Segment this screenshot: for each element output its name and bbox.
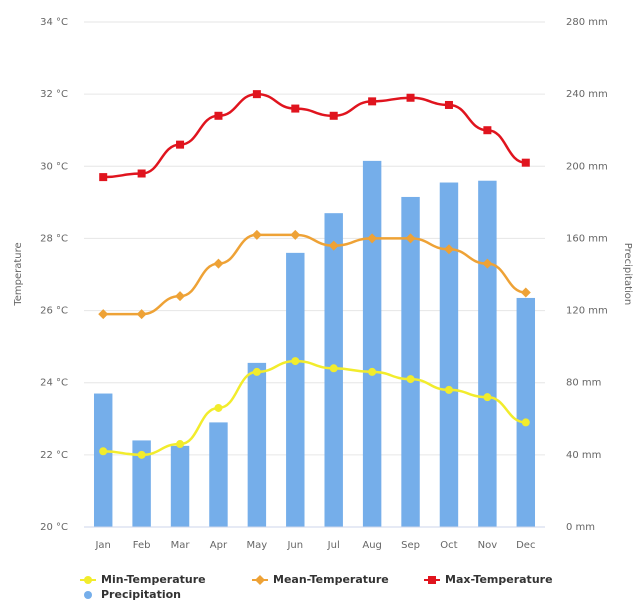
x-tick-label: Dec	[516, 540, 535, 551]
legend-symbol	[84, 591, 92, 599]
y2-tick-label: 80 mm	[566, 378, 601, 389]
marker	[482, 258, 493, 269]
marker	[214, 111, 223, 120]
marker	[483, 126, 492, 135]
marker	[368, 97, 377, 106]
bar	[132, 440, 151, 527]
marker	[329, 364, 338, 373]
bar	[286, 252, 305, 527]
x-tick-label: Mar	[171, 540, 191, 551]
marker	[368, 367, 377, 376]
marker	[444, 385, 453, 394]
y2-tick-label: 120 mm	[566, 306, 608, 317]
x-tick-label: Nov	[478, 540, 498, 551]
y2-tick-label: 40 mm	[566, 450, 601, 461]
y-tick-label: 34 °C	[40, 17, 68, 28]
legend-label: Max-Temperature	[445, 573, 553, 586]
x-tick-label: Jan	[94, 540, 110, 551]
marker	[176, 440, 185, 449]
legend-label: Precipitation	[101, 588, 181, 601]
bar	[516, 297, 536, 527]
legend-label: Min-Temperature	[101, 573, 206, 586]
marker	[291, 357, 300, 366]
marker	[521, 158, 530, 167]
bar	[209, 422, 228, 527]
marker	[137, 450, 146, 459]
legend-item[interactable]: Mean-Temperature	[252, 573, 389, 586]
x-tick-label: May	[247, 540, 268, 551]
marker	[176, 140, 185, 149]
marker	[175, 291, 186, 302]
x-tick-label: Aug	[362, 540, 382, 551]
marker	[99, 447, 108, 456]
line	[103, 233, 526, 316]
x-tick-label: Apr	[210, 540, 228, 551]
line	[103, 359, 526, 457]
y2-tick-label: 240 mm	[566, 89, 608, 100]
bar	[170, 445, 190, 527]
y2-tick-label: 160 mm	[566, 233, 608, 244]
x-tick-label: Feb	[133, 540, 151, 551]
marker	[291, 104, 300, 113]
marker	[213, 258, 224, 269]
x-tick-label: Sep	[401, 540, 420, 551]
marker	[252, 90, 261, 99]
marker	[290, 229, 301, 240]
marker	[406, 375, 415, 384]
marker	[405, 233, 416, 244]
y2-tick-label: 0 mm	[566, 522, 595, 533]
marker	[521, 418, 530, 427]
legend: Min-Temperature Mean-Temperature Max-Tempe…	[80, 573, 553, 601]
bar	[439, 182, 459, 527]
marker	[136, 309, 147, 320]
marker	[99, 173, 108, 182]
legend-item[interactable]: Min-Temperature	[80, 573, 206, 586]
marker	[443, 244, 454, 255]
y2-axis-title: Precipitation	[622, 243, 633, 306]
bar	[247, 362, 267, 527]
bar	[401, 196, 420, 528]
x-tick-label: Jul	[327, 540, 340, 551]
y-tick-label: 20 °C	[40, 522, 68, 533]
marker	[251, 229, 262, 240]
y-axis-title: Temperature	[13, 242, 24, 306]
y-tick-label: 24 °C	[40, 378, 68, 389]
y-tick-label: 22 °C	[40, 450, 68, 461]
line	[103, 92, 526, 179]
y-tick-label: 32 °C	[40, 89, 68, 100]
marker	[252, 367, 261, 376]
legend-item[interactable]: Precipitation	[84, 588, 181, 601]
marker	[406, 93, 415, 102]
x-tick-label: Jun	[286, 540, 303, 551]
marker	[214, 403, 223, 412]
marker	[328, 240, 339, 251]
marker	[367, 233, 378, 244]
bar	[478, 180, 497, 527]
legend-symbol	[428, 576, 436, 584]
marker	[483, 393, 492, 402]
y2-tick-label: 200 mm	[566, 161, 608, 172]
y2-tick-label: 280 mm	[566, 17, 608, 28]
marker	[329, 111, 338, 120]
legend-symbol	[84, 576, 92, 584]
marker	[98, 309, 109, 320]
legend-label: Mean-Temperature	[273, 573, 389, 586]
legend-symbol	[255, 575, 265, 585]
marker	[520, 287, 531, 298]
bar	[93, 393, 113, 527]
x-tick-label: Oct	[440, 540, 457, 551]
y-tick-label: 26 °C	[40, 306, 68, 317]
legend-item[interactable]: Max-Temperature	[424, 573, 553, 586]
y-tick-label: 28 °C	[40, 233, 68, 244]
y-tick-label: 30 °C	[40, 161, 68, 172]
marker	[137, 169, 146, 178]
bar	[362, 160, 382, 527]
marker	[444, 100, 453, 109]
